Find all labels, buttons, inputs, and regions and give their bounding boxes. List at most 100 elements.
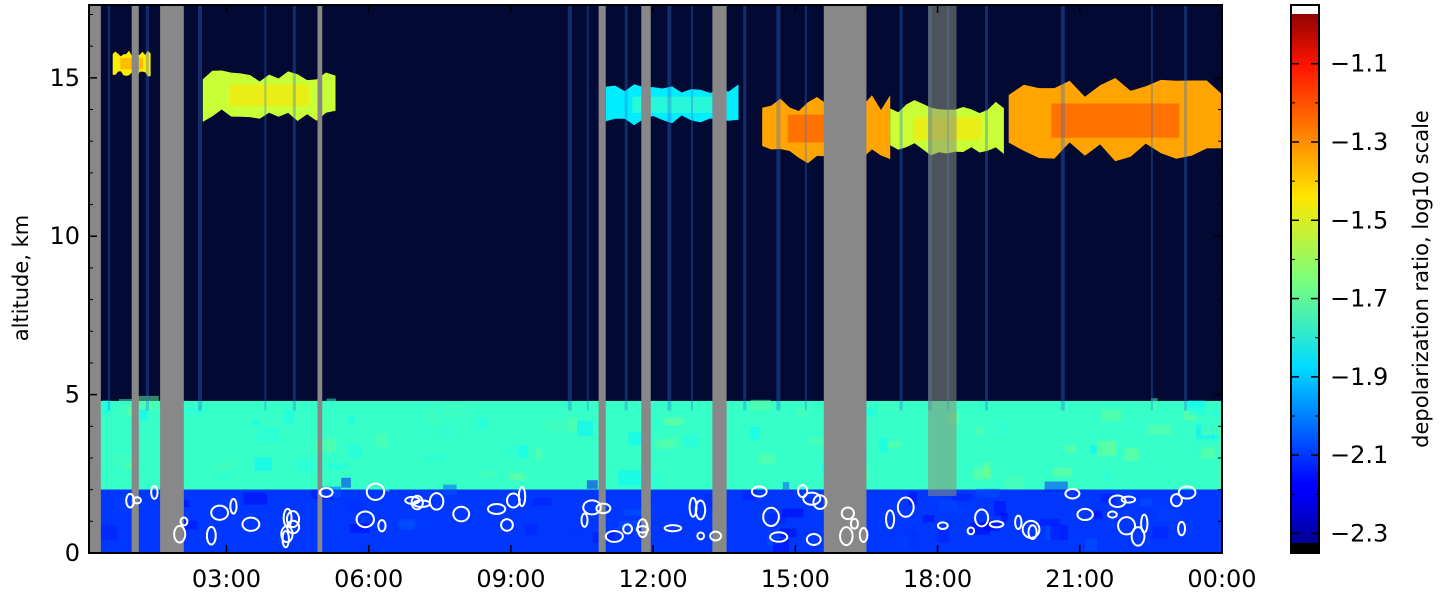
layer-texture xyxy=(185,407,206,414)
colorbar-over-cap xyxy=(1291,5,1319,14)
contour-speck xyxy=(1014,514,1023,530)
plot-area xyxy=(89,5,1222,553)
y-tick-label: 5 xyxy=(65,381,80,409)
x-tick-label: 12:00 xyxy=(619,565,688,593)
colorbar-gradient xyxy=(1291,5,1319,553)
layer-texture xyxy=(427,409,438,426)
layer-texture xyxy=(1124,448,1139,461)
layer-texture xyxy=(586,480,598,489)
noise-streak xyxy=(107,5,110,411)
noise-streak xyxy=(984,5,988,411)
layer-texture xyxy=(289,523,306,534)
colorbar-label: depolarization ratio, log10 scale xyxy=(1409,110,1433,448)
contour-speck xyxy=(936,521,949,530)
colorbar-tick-label: −1.9 xyxy=(1330,363,1388,391)
contour-speck xyxy=(210,504,230,521)
layer-texture xyxy=(1089,444,1103,454)
layer-texture xyxy=(477,417,488,430)
contour-speck xyxy=(1170,493,1183,508)
layer-texture xyxy=(1092,500,1099,512)
layer-texture xyxy=(1085,538,1098,552)
layer-texture xyxy=(546,420,570,432)
colorbar-tick-label: −2.1 xyxy=(1330,441,1388,469)
cirrus-core-3 xyxy=(229,84,309,107)
x-tick-label: 09:00 xyxy=(476,565,545,593)
layer-texture xyxy=(975,425,983,437)
contour-speck xyxy=(840,506,855,521)
layer-texture xyxy=(937,531,949,543)
contour-speck xyxy=(132,496,142,505)
noise-streak xyxy=(804,5,807,411)
layer-texture xyxy=(443,404,467,417)
contour-speck xyxy=(1130,526,1146,547)
noise-streak xyxy=(145,5,149,411)
layer-texture xyxy=(535,447,543,461)
x-tick-label: 18:00 xyxy=(903,565,972,593)
layer-texture xyxy=(495,445,511,457)
contour-speck xyxy=(858,526,869,543)
layer-texture xyxy=(127,406,136,416)
layer-texture xyxy=(1152,526,1169,539)
noise-column xyxy=(928,5,957,496)
layer-texture xyxy=(1150,462,1167,470)
x-tick-label: 15:00 xyxy=(761,565,830,593)
layer-texture xyxy=(384,526,395,534)
contour-speck xyxy=(709,530,723,542)
noise-streak xyxy=(292,5,296,411)
layer-texture xyxy=(952,494,972,502)
noise-streak xyxy=(691,5,694,411)
plot-frame xyxy=(88,4,1223,554)
layer-texture xyxy=(742,489,757,501)
layer-texture xyxy=(254,457,272,471)
contour-speck xyxy=(1108,494,1127,509)
contour-speck xyxy=(582,499,602,516)
layer-texture xyxy=(566,527,583,538)
layer-texture xyxy=(326,463,350,470)
contour-speck xyxy=(762,506,780,527)
layer-texture xyxy=(655,436,662,446)
cirrus-core-7 xyxy=(1051,103,1180,138)
contour-speck xyxy=(1177,485,1197,500)
layer-texture xyxy=(437,426,454,439)
layer-texture xyxy=(908,492,917,506)
y-tick-label: 15 xyxy=(49,64,80,92)
colorbar-tick-label: −2.3 xyxy=(1330,519,1388,547)
no-data-column-7 xyxy=(823,5,867,553)
layer-texture xyxy=(479,470,495,478)
layer-texture xyxy=(1148,425,1171,435)
layer-texture xyxy=(423,454,446,462)
layer-texture xyxy=(400,519,414,530)
contour-speck xyxy=(974,508,990,528)
layer-texture xyxy=(1050,524,1068,541)
noise-streak xyxy=(567,5,572,411)
no-data-column-5 xyxy=(641,5,651,553)
layer-texture xyxy=(1101,409,1121,421)
layer-texture xyxy=(618,470,642,486)
layer-texture xyxy=(624,509,644,516)
layer-texture xyxy=(655,440,672,449)
contour-speck xyxy=(241,516,261,532)
layer-texture xyxy=(683,434,699,448)
layer-texture xyxy=(1211,409,1222,418)
noise-streak xyxy=(667,5,672,411)
layer-texture xyxy=(345,499,363,512)
layer-texture xyxy=(576,420,593,436)
layer-texture xyxy=(994,501,1006,516)
contour-speck xyxy=(281,530,290,549)
colorbar-tick-label: −1.7 xyxy=(1330,285,1388,313)
no-data-column-3 xyxy=(317,5,323,553)
layer-texture xyxy=(1189,442,1205,455)
contour-speck xyxy=(1021,519,1041,539)
colorbar-tick-label: −1.1 xyxy=(1330,50,1388,78)
layer-texture xyxy=(524,524,538,536)
contour-speck xyxy=(1120,495,1137,504)
layer-texture xyxy=(983,462,990,477)
layer-texture xyxy=(922,515,935,523)
layer-texture xyxy=(1044,481,1068,492)
x-tick-label: 00:00 xyxy=(1187,565,1256,593)
layer-texture xyxy=(973,467,992,480)
layer-texture xyxy=(887,441,901,448)
cirrus-core-4 xyxy=(632,96,712,114)
layer-texture xyxy=(382,475,390,492)
layer-texture xyxy=(1124,500,1133,507)
